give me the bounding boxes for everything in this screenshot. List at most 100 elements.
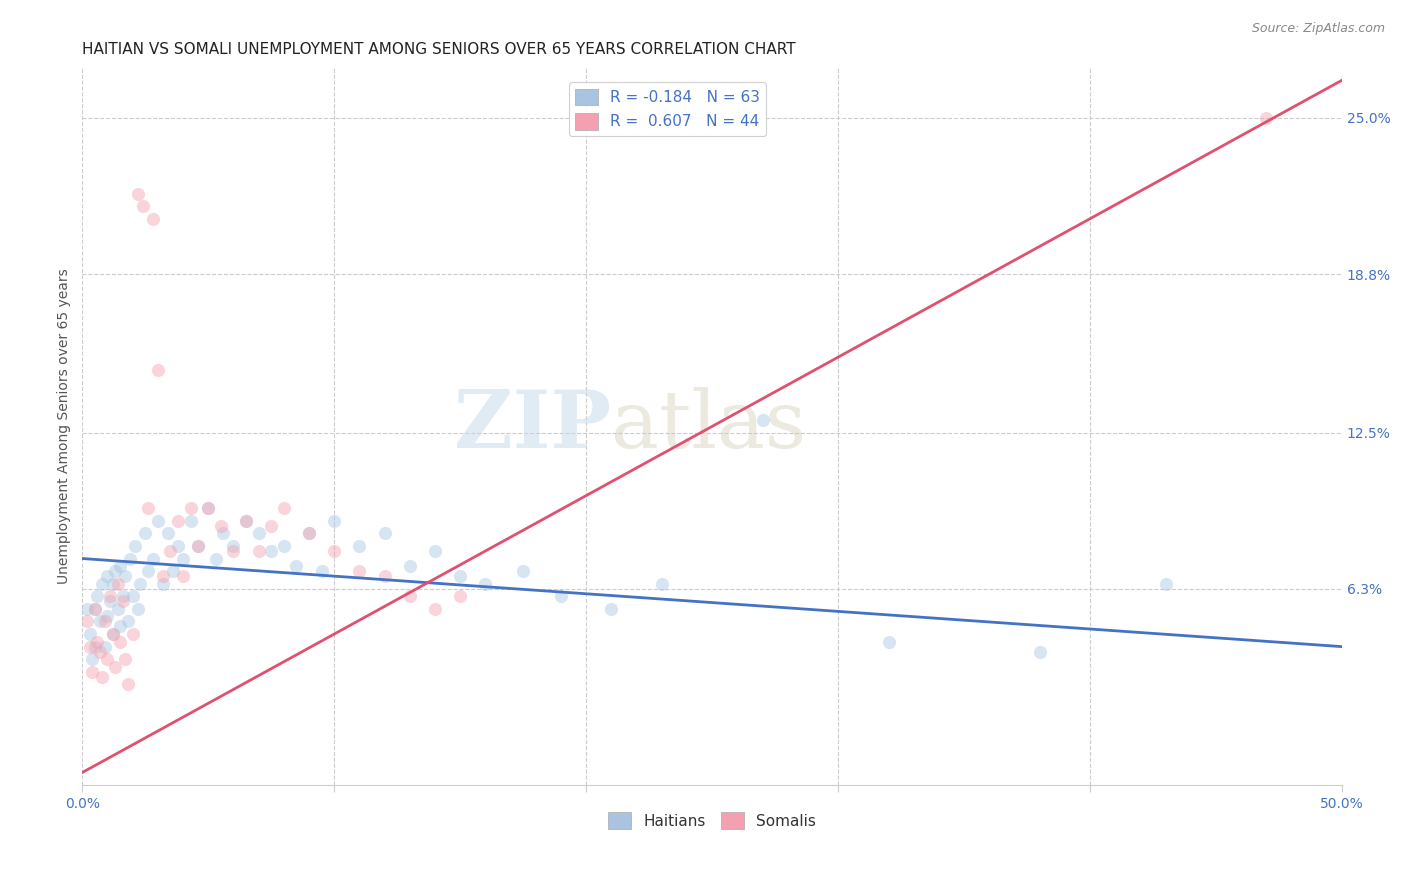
Point <box>83 602 105 616</box>
Point <box>117 615 139 629</box>
Point <box>247 526 270 541</box>
Point <box>152 569 174 583</box>
Point <box>423 602 446 616</box>
Point <box>260 518 283 533</box>
Text: Source: ZipAtlas.com: Source: ZipAtlas.com <box>1251 22 1385 36</box>
Point <box>127 186 149 201</box>
Point <box>1256 111 1278 125</box>
Point <box>349 564 371 578</box>
Point <box>108 559 131 574</box>
Point <box>1028 645 1050 659</box>
Point <box>94 640 117 654</box>
Text: atlas: atlas <box>612 387 807 466</box>
Point <box>298 526 321 541</box>
Point <box>107 576 129 591</box>
Point <box>96 609 118 624</box>
Point <box>152 576 174 591</box>
Point <box>79 640 101 654</box>
Point <box>285 559 308 574</box>
Point <box>398 559 420 574</box>
Point <box>108 619 131 633</box>
Point <box>142 551 165 566</box>
Point <box>222 544 245 558</box>
Point <box>83 640 105 654</box>
Point <box>180 501 202 516</box>
Point <box>127 602 149 616</box>
Point <box>512 564 534 578</box>
Point <box>374 569 396 583</box>
Point <box>273 501 295 516</box>
Point <box>156 526 179 541</box>
Point <box>197 501 219 516</box>
Point <box>180 514 202 528</box>
Point <box>120 551 142 566</box>
Point <box>83 602 105 616</box>
Point <box>550 589 572 603</box>
Point <box>89 615 111 629</box>
Point <box>98 589 121 603</box>
Point <box>877 634 900 648</box>
Point <box>172 551 194 566</box>
Point <box>96 652 118 666</box>
Point <box>209 518 232 533</box>
Point <box>146 514 169 528</box>
Point <box>197 501 219 516</box>
Point <box>124 539 146 553</box>
Point <box>96 569 118 583</box>
Point <box>136 564 159 578</box>
Point <box>104 660 127 674</box>
Point <box>114 652 136 666</box>
Point <box>98 594 121 608</box>
Point <box>311 564 333 578</box>
Point <box>101 627 124 641</box>
Point <box>76 615 98 629</box>
Point <box>205 551 228 566</box>
Point <box>117 677 139 691</box>
Point <box>222 539 245 553</box>
Point <box>91 576 114 591</box>
Point <box>323 514 346 528</box>
Point <box>121 589 143 603</box>
Point <box>323 544 346 558</box>
Point <box>107 602 129 616</box>
Point <box>449 589 471 603</box>
Point <box>121 627 143 641</box>
Point <box>162 564 184 578</box>
Point <box>101 627 124 641</box>
Point <box>76 602 98 616</box>
Point <box>235 514 257 528</box>
Point <box>298 526 321 541</box>
Point <box>94 615 117 629</box>
Point <box>91 670 114 684</box>
Point <box>1154 576 1177 591</box>
Point <box>132 199 155 213</box>
Point <box>273 539 295 553</box>
Point <box>187 539 209 553</box>
Text: ZIP: ZIP <box>454 387 612 466</box>
Point <box>398 589 420 603</box>
Point <box>474 576 496 591</box>
Point <box>104 564 127 578</box>
Point <box>172 569 194 583</box>
Point <box>101 576 124 591</box>
Point <box>374 526 396 541</box>
Point <box>82 665 104 679</box>
Point <box>79 627 101 641</box>
Point <box>212 526 235 541</box>
Point <box>449 569 471 583</box>
Legend: Haitians, Somalis: Haitians, Somalis <box>602 806 823 835</box>
Point <box>114 569 136 583</box>
Text: HAITIAN VS SOMALI UNEMPLOYMENT AMONG SENIORS OVER 65 YEARS CORRELATION CHART: HAITIAN VS SOMALI UNEMPLOYMENT AMONG SEN… <box>83 42 796 57</box>
Point <box>167 539 190 553</box>
Point <box>751 413 773 427</box>
Point <box>349 539 371 553</box>
Point <box>247 544 270 558</box>
Point <box>187 539 209 553</box>
Point <box>146 362 169 376</box>
Point <box>129 576 152 591</box>
Point <box>108 634 131 648</box>
Point <box>651 576 673 591</box>
Point <box>111 594 134 608</box>
Point <box>600 602 623 616</box>
Point <box>89 645 111 659</box>
